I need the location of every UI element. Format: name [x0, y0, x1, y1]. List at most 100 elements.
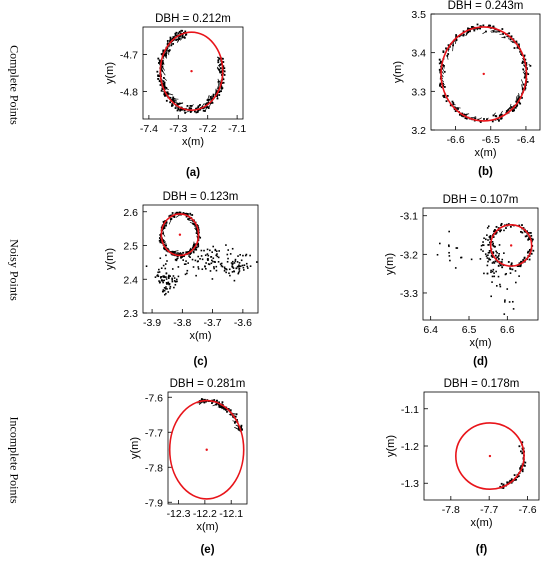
noise-point — [171, 277, 173, 280]
scan-point — [443, 64, 445, 67]
x-tick-label: -12.2 — [193, 508, 217, 520]
noise-point — [210, 262, 213, 265]
noise-point — [167, 281, 170, 284]
scan-point — [175, 39, 177, 41]
scan-point — [527, 73, 530, 76]
noise-point — [233, 270, 235, 272]
scan-point — [217, 61, 220, 64]
scan-point — [176, 38, 179, 41]
fitted-circle — [168, 399, 245, 500]
y-axis-label: y(m) — [104, 62, 116, 84]
noise-point — [242, 269, 245, 271]
noise-point — [168, 276, 170, 278]
scan-point — [173, 216, 176, 218]
scan-point — [502, 487, 505, 489]
scan-stroke — [207, 94, 210, 101]
noise-point — [244, 254, 247, 257]
noise-point — [182, 259, 184, 261]
noise-point — [160, 267, 163, 269]
plot-frame — [142, 204, 259, 314]
scan-point — [499, 264, 502, 267]
circle-center — [190, 69, 193, 73]
scan-point — [516, 265, 519, 267]
x-tick-label: -3.8 — [173, 317, 191, 329]
noise-point — [487, 239, 489, 241]
scan-point — [205, 400, 207, 403]
noise-point — [209, 270, 212, 272]
scan-point — [193, 243, 196, 246]
noise-point — [242, 254, 244, 257]
scan-point — [446, 54, 449, 57]
x-tick-label: -7.7 — [480, 504, 498, 516]
noise-point — [204, 265, 206, 268]
noise-point — [436, 253, 439, 256]
noise-point — [227, 257, 229, 260]
scan-point — [187, 251, 190, 253]
scan-stroke — [208, 103, 212, 109]
scan-point — [518, 445, 521, 448]
scan-point — [182, 212, 185, 214]
scan-point — [500, 482, 503, 485]
scan-point — [188, 217, 191, 220]
scan-point — [505, 227, 507, 229]
x-tick-label: -6.5 — [482, 134, 500, 146]
scan-point — [520, 230, 522, 233]
scan-stroke — [178, 102, 184, 105]
scan-stroke — [491, 31, 494, 33]
noise-point — [207, 259, 209, 261]
scan-point — [501, 28, 504, 30]
scan-point — [196, 225, 199, 227]
scan-stroke — [520, 79, 524, 85]
scan-point — [216, 90, 219, 93]
x-tick-label: 6.5 — [462, 324, 477, 336]
scan-stroke — [482, 31, 487, 35]
scan-point — [515, 100, 518, 103]
scan-point — [455, 36, 457, 38]
scan-point — [222, 65, 225, 68]
scan-point — [166, 40, 169, 42]
scan-point — [180, 29, 183, 32]
scan-stroke — [493, 112, 496, 116]
scan-point — [190, 105, 193, 107]
scan-point — [222, 57, 224, 60]
scan-stroke — [439, 59, 441, 63]
scan-point — [161, 88, 164, 90]
scan-point — [183, 36, 186, 39]
scan-point — [190, 248, 193, 251]
scan-point — [166, 91, 169, 94]
y-tick-label: -3.1 — [400, 211, 418, 223]
noise-point — [169, 275, 171, 277]
noise-point — [448, 230, 450, 233]
noise-point — [504, 301, 506, 303]
noise-point — [496, 251, 498, 254]
noise-point — [503, 252, 505, 254]
scan-point — [521, 468, 524, 471]
scan-stroke — [528, 63, 531, 67]
noise-point — [488, 258, 490, 261]
scan-point — [226, 410, 228, 413]
scan-point — [443, 96, 446, 99]
scan-point — [211, 402, 213, 404]
y-tick-label: -4.7 — [120, 50, 138, 62]
noise-point — [166, 260, 168, 262]
scan-point — [172, 36, 175, 39]
y-axis-label: y(m) — [384, 253, 396, 275]
noise-point — [237, 272, 240, 275]
noise-point — [497, 275, 500, 278]
noise-point — [234, 260, 237, 262]
scan-point — [162, 220, 165, 223]
scan-point — [521, 54, 523, 56]
scan-point — [509, 38, 512, 41]
scan-point — [513, 109, 515, 112]
scan-point — [171, 251, 174, 254]
scan-point — [197, 244, 200, 246]
noise-point — [235, 267, 238, 270]
scan-point — [519, 467, 522, 469]
panel-title: DBH = 0.178m — [444, 378, 520, 390]
fitted-circle — [440, 26, 528, 122]
scan-point — [216, 97, 219, 100]
noise-point — [498, 253, 500, 255]
scan-point — [465, 117, 468, 120]
scan-point — [181, 34, 184, 37]
noise-point — [496, 256, 499, 259]
